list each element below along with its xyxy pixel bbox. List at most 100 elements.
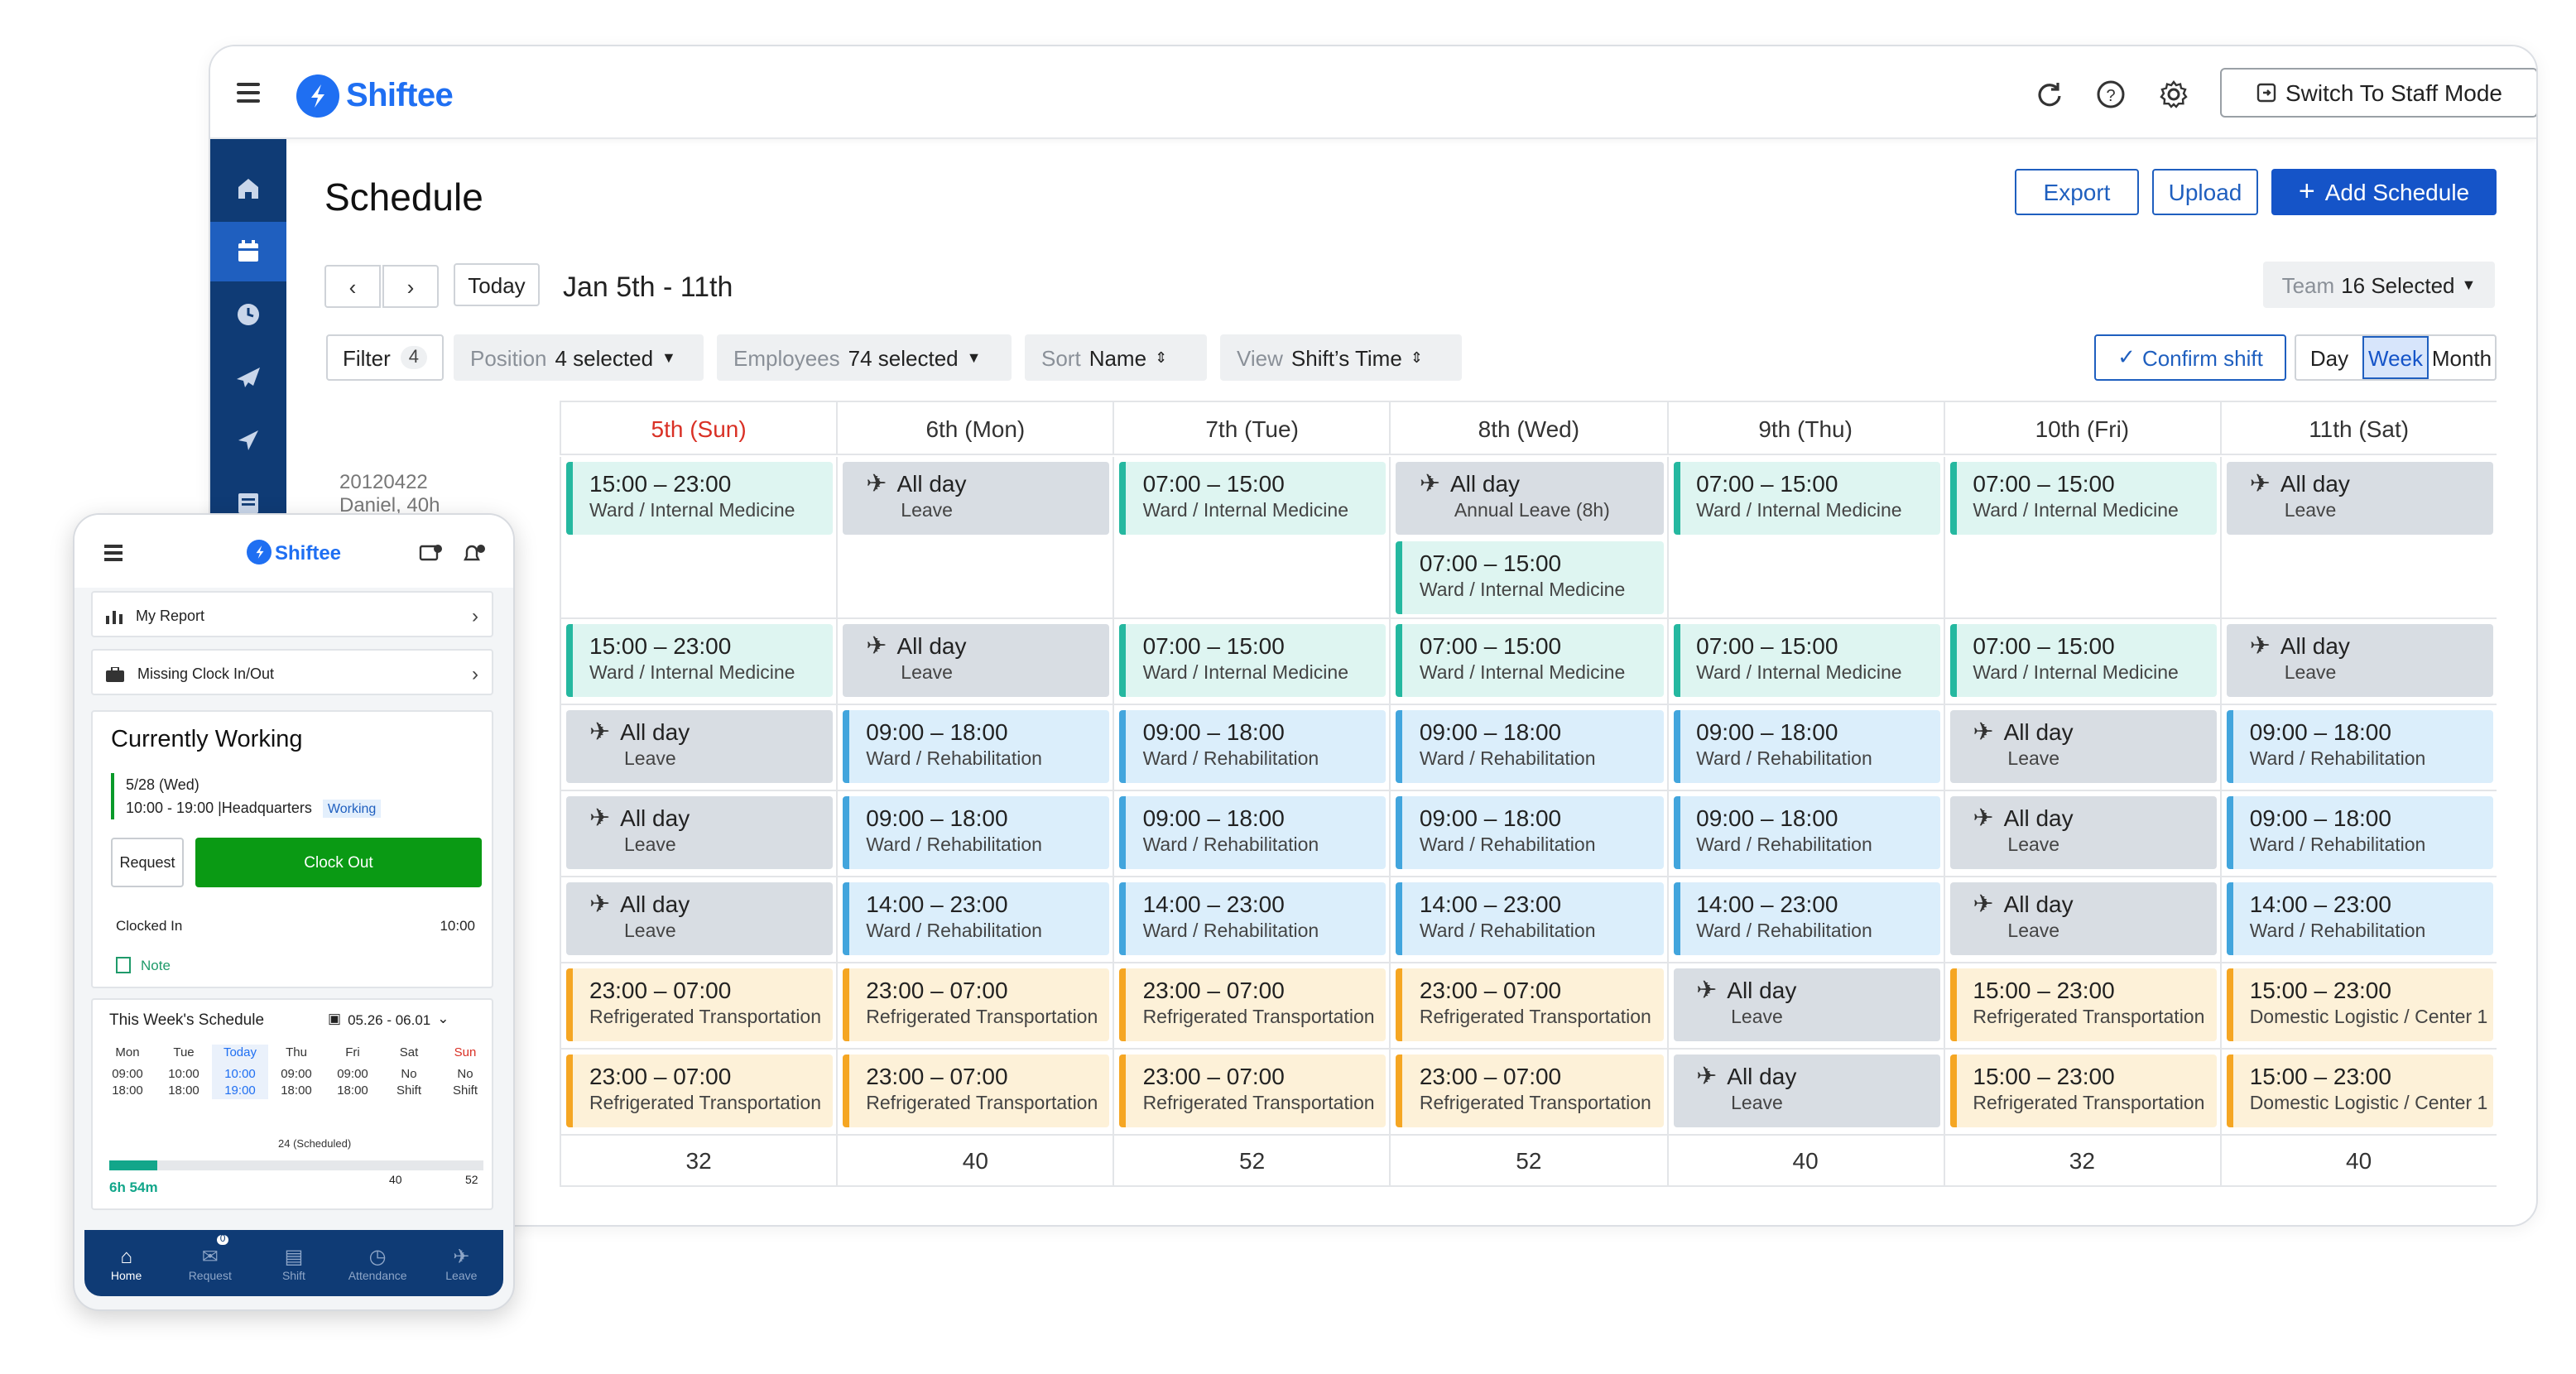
schedule-cell[interactable]: ✈ All day Leave bbox=[560, 791, 836, 876]
leave-block[interactable]: ✈ All day Annual Leave (8h) bbox=[1396, 462, 1664, 535]
schedule-cell[interactable]: ✈ All day Leave bbox=[836, 619, 1113, 704]
nav-item-home[interactable]: ⌂ Home bbox=[84, 1230, 168, 1296]
schedule-cell[interactable]: 09:00 – 18:00 Ward / Rehabilitation bbox=[2219, 705, 2497, 790]
request-button[interactable]: Request bbox=[111, 838, 184, 887]
schedule-cell[interactable]: 15:00 – 23:00 Domestic Logistic / Center … bbox=[2219, 1050, 2497, 1134]
leave-block[interactable]: ✈ All day Leave bbox=[843, 462, 1110, 535]
shift-block[interactable]: 07:00 – 15:00 Ward / Internal Medicine bbox=[1673, 462, 1940, 535]
schedule-cell[interactable]: ✈ All day Leave bbox=[560, 705, 836, 790]
schedule-cell[interactable]: 09:00 – 18:00 Ward / Rehabilitation bbox=[1666, 791, 1943, 876]
shift-block[interactable]: 09:00 – 18:00 Ward / Rehabilitation bbox=[1673, 710, 1940, 783]
leave-block[interactable]: ✈ All day Leave bbox=[1949, 710, 2217, 783]
my-report-row[interactable]: My Report › bbox=[91, 591, 493, 637]
employees-filter[interactable]: Employees 74 selected ▼ bbox=[717, 334, 1012, 381]
schedule-cell[interactable]: 23:00 – 07:00 Refrigerated Transportation bbox=[1113, 963, 1390, 1048]
shift-block[interactable]: 07:00 – 15:00 Ward / Internal Medicine bbox=[1396, 541, 1664, 614]
leave-block[interactable]: ✈ All day Leave bbox=[1673, 968, 1940, 1041]
shift-block[interactable]: 14:00 – 23:00 Ward / Rehabilitation bbox=[1119, 882, 1387, 955]
position-filter[interactable]: Position 4 selected ▼ bbox=[454, 334, 704, 381]
schedule-cell[interactable]: ✈ All day Leave bbox=[836, 457, 1113, 617]
shift-block[interactable]: 14:00 – 23:00 Ward / Rehabilitation bbox=[843, 882, 1110, 955]
week-day[interactable]: Fri 09:00 18:00 bbox=[324, 1045, 381, 1099]
shift-block[interactable]: 15:00 – 23:00 Ward / Internal Medicine bbox=[566, 462, 834, 535]
shift-block[interactable]: 23:00 – 07:00 Refrigerated Transportation bbox=[1396, 1055, 1664, 1127]
schedule-cell[interactable]: 15:00 – 23:00 Ward / Internal Medicine bbox=[560, 457, 836, 617]
schedule-cell[interactable]: ✈ All day Leave bbox=[2219, 457, 2497, 617]
shift-block[interactable]: 09:00 – 18:00 Ward / Rehabilitation bbox=[843, 796, 1110, 869]
confirm-shift-button[interactable]: ✓ Confirm shift bbox=[2094, 334, 2286, 381]
schedule-cell[interactable]: 15:00 – 23:00 Refrigerated Transportation bbox=[1943, 1050, 2219, 1134]
shift-block[interactable]: 23:00 – 07:00 Refrigerated Transportation bbox=[1119, 968, 1387, 1041]
next-week-button[interactable]: › bbox=[382, 265, 439, 308]
shift-block[interactable]: 15:00 – 23:00 Refrigerated Transportation bbox=[1949, 1055, 2217, 1127]
refresh-icon[interactable] bbox=[2035, 79, 2064, 109]
leave-block[interactable]: ✈ All day Leave bbox=[2226, 624, 2493, 697]
schedule-cell[interactable]: 23:00 – 07:00 Refrigerated Transportation bbox=[560, 1050, 836, 1134]
shift-block[interactable]: 09:00 – 18:00 Ward / Rehabilitation bbox=[2226, 710, 2493, 783]
schedule-cell[interactable]: 14:00 – 23:00 Ward / Rehabilitation bbox=[2219, 877, 2497, 962]
menu-icon[interactable] bbox=[237, 83, 260, 103]
shift-block[interactable]: 14:00 – 23:00 Ward / Rehabilitation bbox=[1673, 882, 1940, 955]
shift-block[interactable]: 07:00 – 15:00 Ward / Internal Medicine bbox=[1673, 624, 1940, 697]
schedule-cell[interactable]: 09:00 – 18:00 Ward / Rehabilitation bbox=[2219, 791, 2497, 876]
logo[interactable]: Shiftee bbox=[296, 74, 454, 118]
schedule-cell[interactable]: 09:00 – 18:00 Ward / Rehabilitation bbox=[1389, 791, 1666, 876]
shift-block[interactable]: 23:00 – 07:00 Refrigerated Transportation bbox=[566, 968, 834, 1041]
schedule-cell[interactable]: 07:00 – 15:00 Ward / Internal Medicine bbox=[1943, 619, 2219, 704]
week-range-select[interactable]: ▣ 05.26 - 06.01 ⌄ bbox=[328, 1010, 449, 1028]
schedule-cell[interactable]: 09:00 – 18:00 Ward / Rehabilitation bbox=[1389, 705, 1666, 790]
shift-block[interactable]: 07:00 – 15:00 Ward / Internal Medicine bbox=[1949, 624, 2217, 697]
schedule-cell[interactable]: 15:00 – 23:00 Refrigerated Transportation bbox=[1943, 963, 2219, 1048]
sidebar-item-leave[interactable] bbox=[210, 348, 286, 407]
week-day[interactable]: Tue 10:00 18:00 bbox=[156, 1045, 212, 1099]
gear-icon[interactable] bbox=[2159, 79, 2189, 109]
leave-block[interactable]: ✈ All day Leave bbox=[566, 882, 834, 955]
shift-block[interactable]: 09:00 – 18:00 Ward / Rehabilitation bbox=[1673, 796, 1940, 869]
leave-block[interactable]: ✈ All day Leave bbox=[566, 796, 834, 869]
shift-block[interactable]: 07:00 – 15:00 Ward / Internal Medicine bbox=[1119, 462, 1387, 535]
leave-block[interactable]: ✈ All day Leave bbox=[843, 624, 1110, 697]
schedule-cell[interactable]: 14:00 – 23:00 Ward / Rehabilitation bbox=[836, 877, 1113, 962]
sidebar-item-send[interactable] bbox=[210, 411, 286, 470]
week-day[interactable]: Mon 09:00 18:00 bbox=[99, 1045, 156, 1099]
schedule-cell[interactable]: 09:00 – 18:00 Ward / Rehabilitation bbox=[1113, 791, 1390, 876]
schedule-cell[interactable]: 09:00 – 18:00 Ward / Rehabilitation bbox=[1113, 705, 1390, 790]
schedule-cell[interactable]: 07:00 – 15:00 Ward / Internal Medicine bbox=[1666, 457, 1943, 617]
shift-block[interactable]: 15:00 – 23:00 Domestic Logistic / Center … bbox=[2226, 1055, 2493, 1127]
shift-block[interactable]: 14:00 – 23:00 Ward / Rehabilitation bbox=[1396, 882, 1664, 955]
team-select[interactable]: Team 16 Selected ▼ bbox=[2263, 262, 2495, 308]
prev-week-button[interactable]: ‹ bbox=[324, 265, 381, 308]
shift-block[interactable]: 07:00 – 15:00 Ward / Internal Medicine bbox=[1119, 624, 1387, 697]
week-day[interactable]: Today 10:00 19:00 bbox=[212, 1045, 268, 1099]
schedule-cell[interactable]: 07:00 – 15:00 Ward / Internal Medicine bbox=[1943, 457, 2219, 617]
schedule-cell[interactable]: 14:00 – 23:00 Ward / Rehabilitation bbox=[1113, 877, 1390, 962]
view-mode-day[interactable]: Day bbox=[2309, 345, 2349, 370]
schedule-cell[interactable]: 07:00 – 15:00 Ward / Internal Medicine bbox=[1389, 619, 1666, 704]
schedule-cell[interactable]: 23:00 – 07:00 Refrigerated Transportation bbox=[1389, 1050, 1666, 1134]
shift-block[interactable]: 09:00 – 18:00 Ward / Rehabilitation bbox=[1119, 710, 1387, 783]
schedule-cell[interactable]: 15:00 – 23:00 Domestic Logistic / Center … bbox=[2219, 963, 2497, 1048]
schedule-cell[interactable]: 09:00 – 18:00 Ward / Rehabilitation bbox=[1666, 705, 1943, 790]
schedule-cell[interactable]: 09:00 – 18:00 Ward / Rehabilitation bbox=[836, 705, 1113, 790]
schedule-cell[interactable]: ✈ All day Leave bbox=[2219, 619, 2497, 704]
filter-button[interactable]: Filter 4 bbox=[326, 334, 445, 381]
week-day[interactable]: Sun No Shift bbox=[437, 1045, 493, 1099]
schedule-cell[interactable]: 07:00 – 15:00 Ward / Internal Medicine bbox=[1666, 619, 1943, 704]
upload-button[interactable]: Upload bbox=[2152, 169, 2258, 215]
nav-item-shift[interactable]: ▤ Shift bbox=[252, 1230, 335, 1296]
schedule-cell[interactable]: ✈ All day Leave bbox=[1943, 705, 2219, 790]
nav-item-request[interactable]: ✉ 0 Request bbox=[168, 1230, 252, 1296]
leave-block[interactable]: ✈ All day Leave bbox=[1673, 1055, 1940, 1127]
schedule-cell[interactable]: 23:00 – 07:00 Refrigerated Transportation bbox=[836, 963, 1113, 1048]
shift-block[interactable]: 09:00 – 18:00 Ward / Rehabilitation bbox=[1396, 710, 1664, 783]
view-mode-week[interactable]: Week bbox=[2362, 336, 2429, 379]
view-mode-month[interactable]: Month bbox=[2431, 345, 2492, 370]
week-day[interactable]: Thu 09:00 18:00 bbox=[268, 1045, 324, 1099]
schedule-cell[interactable]: 07:00 – 15:00 Ward / Internal Medicine bbox=[1113, 619, 1390, 704]
sidebar-item-home[interactable] bbox=[210, 159, 286, 219]
export-button[interactable]: Export bbox=[2015, 169, 2139, 215]
mobile-menu-icon[interactable] bbox=[104, 545, 123, 560]
shift-block[interactable]: 07:00 – 15:00 Ward / Internal Medicine bbox=[1396, 624, 1664, 697]
schedule-cell[interactable]: 15:00 – 23:00 Ward / Internal Medicine bbox=[560, 619, 836, 704]
shift-block[interactable]: 14:00 – 23:00 Ward / Rehabilitation bbox=[2226, 882, 2493, 955]
